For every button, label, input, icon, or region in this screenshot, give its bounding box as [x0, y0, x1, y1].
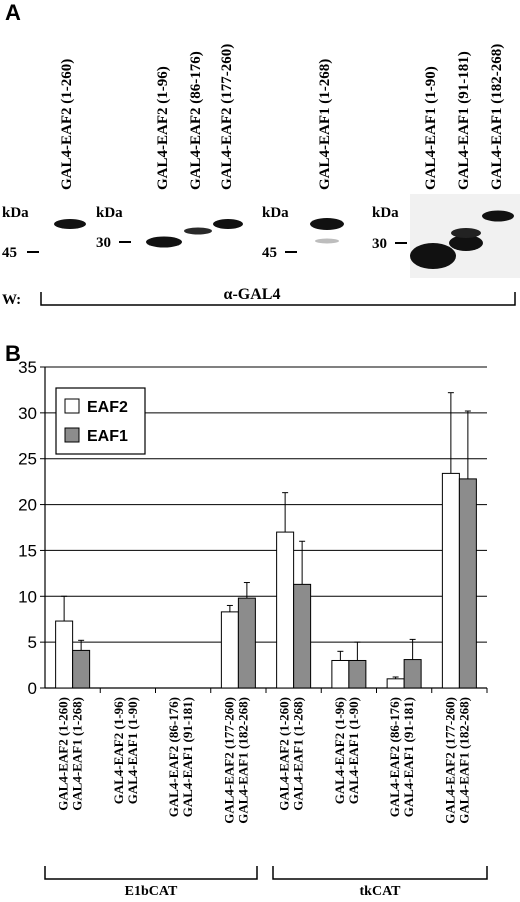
group-label-e1bcat: E1bCAT [125, 884, 178, 899]
bar-eaf1-8 [458, 478, 477, 689]
category-label-6-1: GAL4-EAF2 (1-96) [332, 697, 347, 804]
lane-label-6: GAL4-EAF1 (1-90) [423, 66, 439, 190]
y-tick-label-15: 15 [18, 541, 37, 560]
western-label: W: [2, 292, 21, 308]
y-axis-ticks: 0 5 10 15 20 25 30 35 [18, 358, 487, 698]
y-tick-label-5: 5 [28, 633, 37, 652]
chart-legend: EAF2 EAF1 [55, 387, 146, 455]
lane-label-4: GAL4-EAF2 (177-260) [219, 44, 235, 190]
panel-b-letter: B [5, 341, 21, 366]
y-tick-label-20: 20 [18, 496, 37, 515]
group-bracket-e1bcat [44, 866, 258, 880]
category-label-7-1: GAL4-EAF2 (86-176) [387, 697, 402, 817]
category-label-2-1: GAL4-EAF2 (1-96) [111, 697, 126, 804]
blot-strip-4 [410, 194, 520, 278]
kda-label-4: kDa [372, 205, 399, 221]
bar-eaf1-5 [293, 583, 312, 689]
bar-eaf2-5 [276, 531, 295, 689]
y-tick-label-0: 0 [28, 679, 37, 698]
category-label-6-2: GAL4-EAF1 (1-90) [346, 697, 361, 804]
marker-30-4: 30 [372, 236, 387, 252]
bar-eaf1-1 [72, 649, 91, 689]
bar-eaf2-4 [220, 611, 239, 689]
group-label-tkcat: tkCAT [360, 884, 402, 899]
marker-45-1: 45 [2, 245, 17, 261]
antibody-bracket [40, 292, 516, 306]
lane-label-3: GAL4-EAF2 (86-176) [188, 51, 204, 190]
category-label-5-1: GAL4-EAF2 (1-260) [277, 697, 292, 811]
bar-eaf2-7 [386, 678, 405, 689]
marker-45-3: 45 [262, 245, 277, 261]
category-label-7-2: GAL4-EAF1 (91-181) [401, 697, 416, 817]
group-bracket-tkcat [272, 866, 488, 880]
category-label-3-2: GAL4-EAF1 (91-181) [180, 697, 195, 817]
blot-strip-3 [303, 202, 349, 278]
category-label-8-2: GAL4-EAF1 (182-268) [456, 697, 471, 824]
category-labels: GAL4-EAF2 (1-260) GAL4-EAF1 (1-268) GAL4-E… [56, 697, 472, 824]
bar-eaf2-8 [441, 472, 460, 689]
blot-strip-2 [133, 202, 251, 278]
blot-strip-1 [43, 202, 93, 278]
kda-label-1: kDa [2, 205, 29, 221]
bar-eaf1-7 [403, 659, 422, 689]
bar-eaf2-1 [55, 620, 74, 689]
lane-label-7: GAL4-EAF1 (91-181) [456, 51, 472, 190]
kda-label-3: kDa [262, 205, 289, 221]
category-label-4-2: GAL4-EAF1 (182-268) [235, 697, 250, 824]
lane-label-8: GAL4-EAF1 (182-268) [489, 44, 505, 190]
marker-30-2: 30 [96, 235, 111, 251]
y-tick-label-35: 35 [18, 358, 37, 377]
category-label-1-2: GAL4-EAF1 (1-268) [70, 697, 85, 811]
category-label-4-1: GAL4-EAF2 (177-260) [221, 697, 236, 824]
legend-label-eaf2: EAF2 [87, 399, 128, 416]
y-tick-label-25: 25 [18, 450, 37, 469]
panel-a-letter: A [5, 0, 21, 25]
category-label-5-2: GAL4-EAF1 (1-268) [291, 697, 306, 811]
category-label-1-1: GAL4-EAF2 (1-260) [56, 697, 71, 811]
y-tick-label-30: 30 [18, 404, 37, 423]
chart-bars [55, 392, 488, 693]
blot-lane-labels: GAL4-EAF2 (1-260) GAL4-EAF2 (1-96) GAL4-EA… [59, 44, 505, 190]
bar-eaf1-4 [237, 597, 256, 689]
category-label-8-1: GAL4-EAF2 (177-260) [442, 697, 457, 824]
legend-swatch-eaf2 [64, 398, 80, 414]
bar-eaf1-6 [348, 659, 367, 689]
legend-swatch-eaf1 [64, 427, 80, 443]
lane-label-1: GAL4-EAF2 (1-260) [59, 59, 75, 190]
category-label-3-1: GAL4-EAF2 (86-176) [166, 697, 181, 817]
y-tick-label-10: 10 [18, 587, 37, 606]
lane-label-5: GAL4-EAF1 (1-268) [317, 59, 333, 190]
lane-label-2: GAL4-EAF2 (1-96) [155, 66, 171, 190]
antibody-label: α-GAL4 [224, 286, 281, 303]
category-label-2-2: GAL4-EAF1 (1-90) [125, 697, 140, 804]
legend-label-eaf1: EAF1 [87, 428, 128, 445]
bar-eaf2-6 [331, 659, 350, 689]
kda-label-2: kDa [96, 205, 123, 221]
